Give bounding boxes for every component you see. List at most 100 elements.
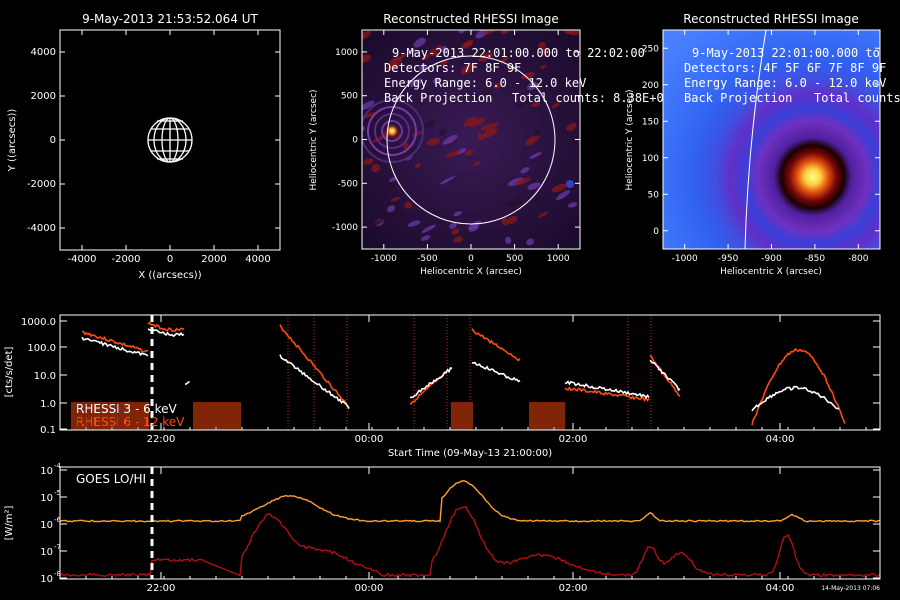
- panel2-ylabel: Heliocentric Y (arcsec): [309, 89, 319, 190]
- rhessi-trace-high: [564, 386, 650, 402]
- texture-blob: [458, 30, 466, 34]
- panel2-xlabel: Heliocentric X (arcsec): [420, 267, 522, 277]
- texture-blob: [463, 117, 478, 127]
- panel1-ytick-label: -2000: [27, 179, 56, 190]
- texture-blob: [415, 163, 421, 169]
- panel3-image: [663, 30, 880, 249]
- solar-limb-arc: [744, 30, 767, 249]
- panel-rhessi-image-1: Reconstructed RHESSI Image -1000 -500 0 500…: [309, 12, 664, 277]
- texture-blob: [533, 193, 541, 201]
- rhessi-xtick-label: 22:00: [147, 434, 176, 445]
- panel3-annotation: 9-May-2013 22:01:00.000 to Detectors: 4F…: [684, 46, 900, 105]
- goes-trace-high: [59, 506, 881, 578]
- panel1-ylabel: Y ((arcsecs)): [7, 109, 18, 173]
- goes-ytick-label: 10: [40, 520, 53, 531]
- panel1-ytick-label: 4000: [31, 47, 56, 58]
- texture-blob: [568, 30, 580, 36]
- texture-blob: [367, 219, 383, 228]
- texture-blob: [501, 217, 510, 226]
- panel2-image-texture: [362, 30, 580, 248]
- texture-blob: [440, 59, 449, 66]
- goes-label: GOES LO/HI: [76, 472, 146, 486]
- rhessi-trace-low: [279, 354, 350, 409]
- texture-blob: [468, 224, 479, 232]
- texture-blob: [539, 64, 547, 69]
- rhessi-ylabel: [cts/s/det]: [4, 347, 15, 398]
- rhessi-trace-low: [649, 359, 681, 392]
- rhessi-trace-high: [147, 321, 185, 333]
- panel2-xtick-label: 1000: [547, 254, 570, 264]
- texture-blob: [505, 236, 512, 244]
- panel1-title: 9-May-2013 21:53:52.064 UT: [82, 12, 258, 26]
- texture-blob: [422, 54, 430, 61]
- panel1-axes: -4000 -2000 0 2000 4000 4000 2000 0 -2000 -4000: [27, 30, 280, 265]
- texture-blob: [451, 228, 460, 235]
- texture-blob: [413, 37, 426, 48]
- goes-xtick-label: 22:00: [147, 583, 176, 594]
- texture-blob: [476, 90, 492, 99]
- panel1-ytick-label: 2000: [31, 91, 56, 102]
- texture-blob: [406, 49, 416, 56]
- rhessi-curves: [60, 315, 880, 431]
- goes-ytick-exp: -5: [54, 489, 61, 497]
- panel2-xtick-label: 500: [506, 254, 523, 264]
- rhessi-trace-high: [649, 354, 681, 397]
- texture-blob: [460, 62, 476, 75]
- panel2-ytick-label: -500: [338, 179, 359, 189]
- texture-blob: [527, 81, 538, 91]
- panel2-xtick-label: -500: [417, 254, 438, 264]
- panel1-xlabel: X ((arcsecs)): [138, 270, 201, 281]
- texture-blob: [481, 122, 499, 131]
- texture-blob: [506, 198, 524, 207]
- texture-blob: [409, 78, 423, 87]
- panel3-xtick-label: -850: [805, 254, 826, 264]
- panel2-xtick-label: -1000: [371, 254, 397, 264]
- texture-blob: [573, 131, 580, 138]
- goes-stamp: 14-May-2013 07:06: [821, 585, 880, 592]
- texture-blob: [449, 222, 457, 229]
- texture-blob: [411, 131, 423, 137]
- rhessi-trace-low: [81, 336, 149, 357]
- goes-xtick-label: 00:00: [355, 583, 384, 594]
- texture-blob: [404, 201, 412, 209]
- texture-blob: [428, 48, 439, 57]
- goes-ytick-label: 10: [40, 493, 53, 504]
- texture-blob: [421, 235, 431, 241]
- panel1-xtick-label: 4000: [245, 254, 270, 265]
- goes-ytick-label: 10: [40, 547, 53, 558]
- panel3-ytick-label: 100: [642, 154, 659, 164]
- texture-blob: [483, 127, 498, 138]
- goes-trace-low: [59, 480, 881, 523]
- panel2-ytick-label: 1000: [335, 48, 358, 58]
- texture-blob: [556, 190, 571, 201]
- texture-blob: [407, 220, 421, 227]
- texture-blob: [445, 150, 461, 158]
- texture-blob: [529, 152, 542, 159]
- texture-blob: [372, 135, 386, 143]
- texture-blob: [405, 156, 413, 161]
- texture-blob: [542, 47, 549, 54]
- texture-blob: [477, 133, 485, 141]
- rhessi-ytick-label: 0.1: [40, 425, 56, 436]
- flare-source-marker: [385, 124, 399, 138]
- rhessi-xtick-label: 00:00: [355, 434, 384, 445]
- texture-blob: [461, 232, 468, 241]
- panel2-line4b: Total counts: 8.38E+0: [512, 91, 664, 105]
- panel3-xtick-label: -1000: [672, 254, 698, 264]
- texture-blob: [526, 238, 534, 246]
- texture-blob: [393, 53, 408, 61]
- panel3-xtick-label: -900: [761, 254, 782, 264]
- panel2-title: Reconstructed RHESSI Image: [383, 12, 558, 26]
- panel3-ytick-label: 150: [642, 117, 659, 127]
- texture-blob: [421, 224, 436, 233]
- texture-blob: [563, 110, 574, 117]
- panel1-xtick-label: 2000: [201, 254, 226, 265]
- texture-blob: [390, 197, 401, 202]
- texture-blob: [551, 183, 568, 193]
- texture-blob: [363, 158, 374, 165]
- goes-curves: [59, 480, 881, 578]
- panel2-ytick-label: -1000: [332, 223, 358, 233]
- goes-xtick-label: 04:00: [766, 583, 795, 594]
- texture-blob: [514, 177, 531, 186]
